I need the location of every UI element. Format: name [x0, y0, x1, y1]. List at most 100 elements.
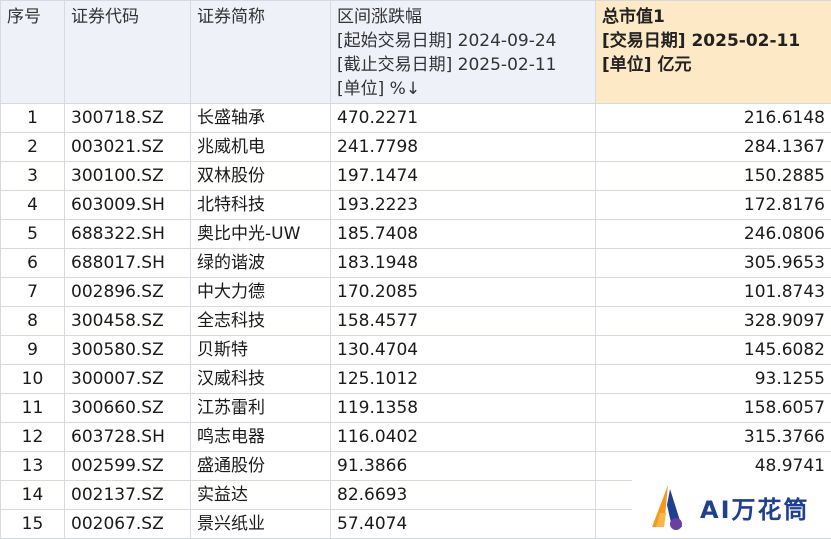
cell-cap[interactable]: 93.1255 [596, 365, 831, 394]
cell-code[interactable]: 300580.SZ [65, 336, 191, 365]
cell-code[interactable]: 300007.SZ [65, 365, 191, 394]
cell-idx[interactable]: 5 [1, 220, 65, 249]
cell-code[interactable]: 003021.SZ [65, 133, 191, 162]
cell-idx[interactable]: 8 [1, 307, 65, 336]
change-header-title: 区间涨跌幅 [337, 5, 589, 29]
cell-change[interactable]: 241.7798 [331, 133, 596, 162]
cell-cap[interactable]: 305.9653 [596, 249, 831, 278]
cell-idx[interactable]: 12 [1, 423, 65, 452]
cell-change[interactable]: 158.4577 [331, 307, 596, 336]
col-header-cap[interactable]: 总市值1 [交易日期] 2025-02-11 [单位] 亿元 [596, 1, 831, 104]
cell-idx[interactable]: 10 [1, 365, 65, 394]
cell-change[interactable]: 197.1474 [331, 162, 596, 191]
col-header-idx[interactable]: 序号 [1, 1, 65, 104]
cell-name[interactable]: 江苏雷利 [191, 394, 331, 423]
cap-header-unit: [单位] 亿元 [602, 53, 825, 77]
cell-cap[interactable]: 158.6057 [596, 394, 831, 423]
cell-change[interactable]: 119.1358 [331, 394, 596, 423]
col-header-name[interactable]: 证券简称 [191, 1, 331, 104]
cell-name[interactable]: 景兴纸业 [191, 510, 331, 539]
cell-change[interactable]: 125.1012 [331, 365, 596, 394]
cell-name[interactable]: 汉威科技 [191, 365, 331, 394]
cell-code[interactable]: 603728.SH [65, 423, 191, 452]
cell-cap[interactable]: 328.9097 [596, 307, 831, 336]
cell-idx[interactable]: 2 [1, 133, 65, 162]
cell-code[interactable]: 300458.SZ [65, 307, 191, 336]
cell-name[interactable]: 全志科技 [191, 307, 331, 336]
cell-idx[interactable]: 9 [1, 336, 65, 365]
cell-idx[interactable]: 13 [1, 452, 65, 481]
cap-header-title: 总市值1 [602, 5, 825, 29]
cell-idx[interactable]: 15 [1, 510, 65, 539]
cell-change[interactable]: 130.4704 [331, 336, 596, 365]
cell-code[interactable]: 603009.SH [65, 191, 191, 220]
cell-name[interactable]: 实益达 [191, 481, 331, 510]
cell-name[interactable]: 鸣志电器 [191, 423, 331, 452]
kaleidoscope-icon [646, 483, 698, 533]
cell-change[interactable]: 82.6693 [331, 481, 596, 510]
cell-change[interactable]: 470.2271 [331, 104, 596, 133]
cell-name[interactable]: 兆威机电 [191, 133, 331, 162]
cell-cap[interactable]: 216.6148 [596, 104, 831, 133]
cell-change[interactable]: 170.2085 [331, 278, 596, 307]
cell-idx[interactable]: 7 [1, 278, 65, 307]
cell-idx[interactable]: 1 [1, 104, 65, 133]
cell-cap[interactable]: 284.1367 [596, 133, 831, 162]
cell-idx[interactable]: 14 [1, 481, 65, 510]
cell-code[interactable]: 002896.SZ [65, 278, 191, 307]
cell-code[interactable]: 688322.SH [65, 220, 191, 249]
cell-idx[interactable]: 11 [1, 394, 65, 423]
cell-cap[interactable]: 172.8176 [596, 191, 831, 220]
cell-change[interactable]: 116.0402 [331, 423, 596, 452]
cell-cap[interactable]: 315.3766 [596, 423, 831, 452]
cell-code[interactable]: 002067.SZ [65, 510, 191, 539]
cell-cap[interactable]: 145.6082 [596, 336, 831, 365]
cell-code[interactable]: 300718.SZ [65, 104, 191, 133]
col-header-code[interactable]: 证券代码 [65, 1, 191, 104]
cell-change[interactable]: 91.3866 [331, 452, 596, 481]
cell-code[interactable]: 002599.SZ [65, 452, 191, 481]
col-header-change[interactable]: 区间涨跌幅 [起始交易日期] 2024-09-24 [截止交易日期] 2025-… [331, 1, 596, 104]
cell-idx[interactable]: 6 [1, 249, 65, 278]
header-row: 序号 证券代码 证券简称 区间涨跌幅 [起始交易日期] 2024-09-24 [… [1, 1, 831, 104]
cell-code[interactable]: 002137.SZ [65, 481, 191, 510]
cell-cap[interactable]: 48.9741 [596, 452, 831, 481]
cell-name[interactable]: 北特科技 [191, 191, 331, 220]
cell-idx[interactable]: 4 [1, 191, 65, 220]
cell-name[interactable]: 贝斯特 [191, 336, 331, 365]
cell-cap[interactable]: 246.0806 [596, 220, 831, 249]
cell-change[interactable]: 193.2223 [331, 191, 596, 220]
change-header-end: [截止交易日期] 2025-02-11 [337, 53, 589, 77]
cell-name[interactable]: 中大力德 [191, 278, 331, 307]
cell-name[interactable]: 盛通股份 [191, 452, 331, 481]
cell-name[interactable]: 绿的谐波 [191, 249, 331, 278]
cell-change[interactable]: 185.7408 [331, 220, 596, 249]
cell-name[interactable]: 双林股份 [191, 162, 331, 191]
cell-name[interactable]: 奥比中光-UW [191, 220, 331, 249]
cell-cap[interactable]: 150.2885 [596, 162, 831, 191]
cell-code[interactable]: 300660.SZ [65, 394, 191, 423]
cell-cap[interactable]: 101.8743 [596, 278, 831, 307]
cell-change[interactable]: 57.4074 [331, 510, 596, 539]
cell-name[interactable]: 长盛轴承 [191, 104, 331, 133]
change-header-start: [起始交易日期] 2024-09-24 [337, 29, 589, 53]
watermark-logo: AI万花筒 [632, 478, 831, 537]
cell-code[interactable]: 300100.SZ [65, 162, 191, 191]
cell-change[interactable]: 183.1948 [331, 249, 596, 278]
cell-idx[interactable]: 3 [1, 162, 65, 191]
cell-code[interactable]: 688017.SH [65, 249, 191, 278]
